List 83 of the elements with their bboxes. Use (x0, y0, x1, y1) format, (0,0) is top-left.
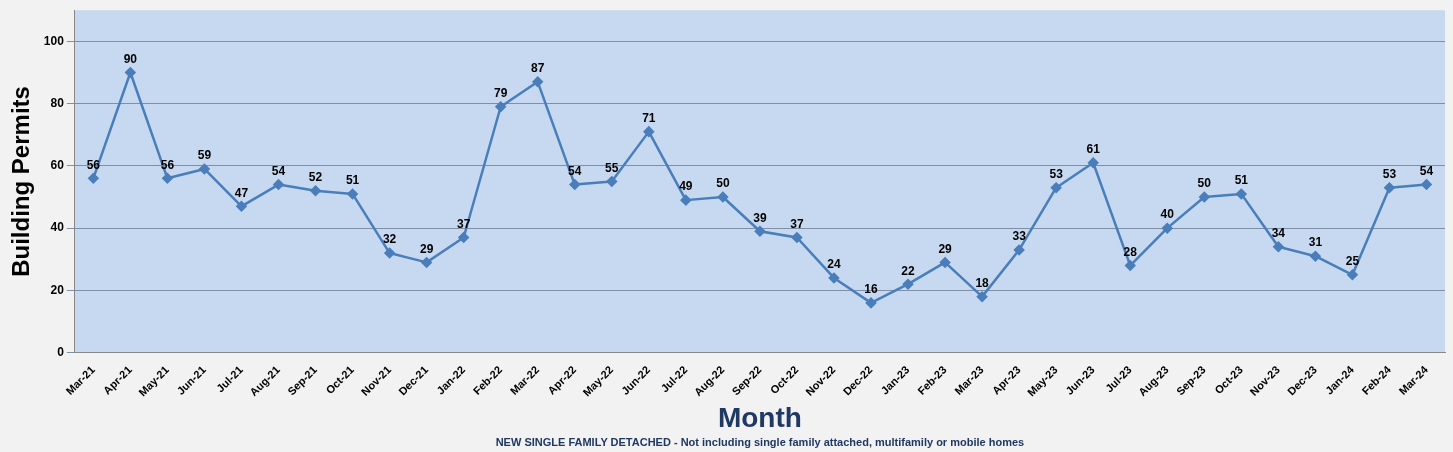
point (939, 257, 951, 268)
data-label: 25 (1345, 254, 1360, 269)
y-axis-title: Building Permits (7, 86, 35, 277)
data-label: 37 (790, 216, 804, 231)
data-label: 24 (827, 257, 841, 272)
data-label: 61 (1086, 142, 1101, 157)
data-label: 37 (456, 216, 471, 231)
y-tick-label: 20 (50, 282, 65, 297)
point (310, 185, 321, 197)
data-label: 53 (1382, 166, 1397, 181)
point (902, 278, 914, 290)
data-label: 29 (419, 241, 434, 256)
data-label: 47 (234, 185, 249, 200)
data-label: 34 (1271, 226, 1286, 241)
point (1236, 188, 1247, 200)
point (384, 247, 395, 259)
point (162, 173, 173, 184)
point (1050, 182, 1062, 193)
y-tick-label: 60 (50, 158, 65, 173)
point (1384, 182, 1395, 193)
point (569, 179, 580, 190)
data-label: 28 (1123, 244, 1138, 259)
data-label: 55 (605, 160, 619, 175)
y-tick-label: 0 (57, 345, 65, 360)
data-label: 90 (123, 51, 138, 66)
data-label: 52 (308, 170, 323, 185)
data-label: 71 (642, 110, 656, 125)
y-tick-label: 40 (50, 220, 65, 235)
point (976, 291, 988, 302)
point (680, 194, 692, 206)
point (532, 76, 543, 88)
data-label: 50 (1197, 176, 1212, 191)
point (643, 126, 655, 137)
point (754, 226, 766, 237)
data-label: 54 (1419, 163, 1434, 178)
data-label: 56 (86, 157, 101, 172)
data-label: 54 (568, 163, 582, 178)
data-label: 39 (753, 210, 767, 225)
data-label: 29 (938, 241, 953, 256)
point (1162, 222, 1173, 234)
point (1273, 241, 1284, 253)
data-label: 59 (197, 148, 212, 163)
x-axis-title: Month (717, 401, 802, 433)
y-tick-label: 80 (50, 95, 65, 110)
text: NEW SINGLE FAMILY DETACHED - Not including single family attached, multifamily or mobile homes (495, 435, 1025, 448)
point (865, 297, 877, 309)
data-label: 56 (160, 157, 175, 172)
data-label: 40 (1160, 207, 1175, 222)
point (717, 191, 729, 203)
data-label: 53 (1049, 166, 1064, 181)
point (495, 101, 506, 112)
data-label: 32 (382, 232, 397, 247)
point (1310, 250, 1321, 262)
point (1199, 191, 1210, 203)
point (458, 232, 469, 243)
data-label: 51 (345, 173, 360, 188)
data-label: 31 (1308, 235, 1323, 250)
point (421, 257, 432, 268)
point (347, 188, 358, 200)
point (1347, 269, 1358, 281)
point (1421, 179, 1432, 190)
data-label: 22 (901, 263, 916, 278)
data-label: 49 (679, 179, 693, 194)
point (236, 201, 247, 212)
point (828, 272, 840, 284)
point (1124, 260, 1136, 271)
point (1087, 157, 1099, 169)
data-label: 33 (1012, 229, 1027, 244)
point (273, 179, 284, 190)
data-label: 50 (716, 176, 730, 191)
point (125, 67, 136, 78)
point (791, 232, 803, 243)
data-label: 51 (1234, 173, 1249, 188)
point (88, 173, 99, 184)
data-label: 18 (975, 275, 990, 290)
y-tick-label: 100 (43, 33, 65, 48)
data-label: 79 (494, 86, 508, 101)
data-label: 54 (271, 163, 286, 178)
point (606, 176, 618, 187)
data-label: 87 (531, 61, 545, 76)
point (1013, 244, 1025, 256)
data-label: 16 (864, 282, 878, 297)
point (199, 163, 210, 175)
